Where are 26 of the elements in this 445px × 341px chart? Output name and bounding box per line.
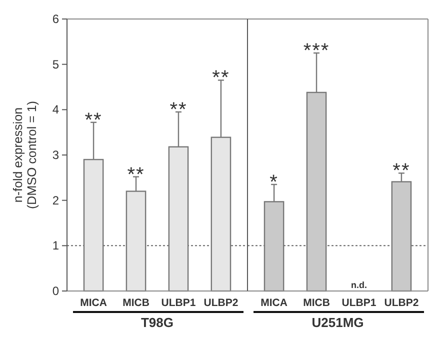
x-tick-label: ULBP1 — [342, 297, 376, 309]
x-axis-title: T98G — [140, 315, 174, 330]
annotation: *** — [303, 40, 330, 62]
annotation: ** — [212, 67, 230, 90]
y-axis-title: n-fold expression (DMSO control = 1) — [11, 100, 39, 210]
annotation: ** — [392, 160, 410, 182]
y-tick-label: 5 — [52, 57, 60, 72]
annotation: n.d. — [350, 280, 367, 290]
y-tick-label: 4 — [52, 102, 60, 117]
x-tick-label: MICA — [260, 297, 288, 309]
x-tick-label: MICB — [122, 297, 150, 309]
x-tick-label: ULBP1 — [161, 297, 196, 309]
x-tick-label: MICB — [303, 297, 330, 309]
x-tick-label: ULBP2 — [384, 297, 419, 309]
y-tick-label: 1 — [52, 238, 60, 253]
annotation: ** — [170, 98, 188, 121]
y-tick-label: 6 — [52, 12, 60, 26]
annotation: ** — [84, 109, 102, 132]
x-axis-title: U251MG — [312, 315, 364, 330]
annotation: * — [270, 171, 278, 194]
y-tick-label: 2 — [52, 193, 60, 208]
y-tick-label: 3 — [52, 148, 60, 162]
x-tick-label: ULBP2 — [204, 297, 238, 309]
annotation: ** — [127, 164, 145, 186]
x-tick-label: MICA — [80, 297, 108, 309]
y-tick-label: 0 — [52, 284, 60, 298]
